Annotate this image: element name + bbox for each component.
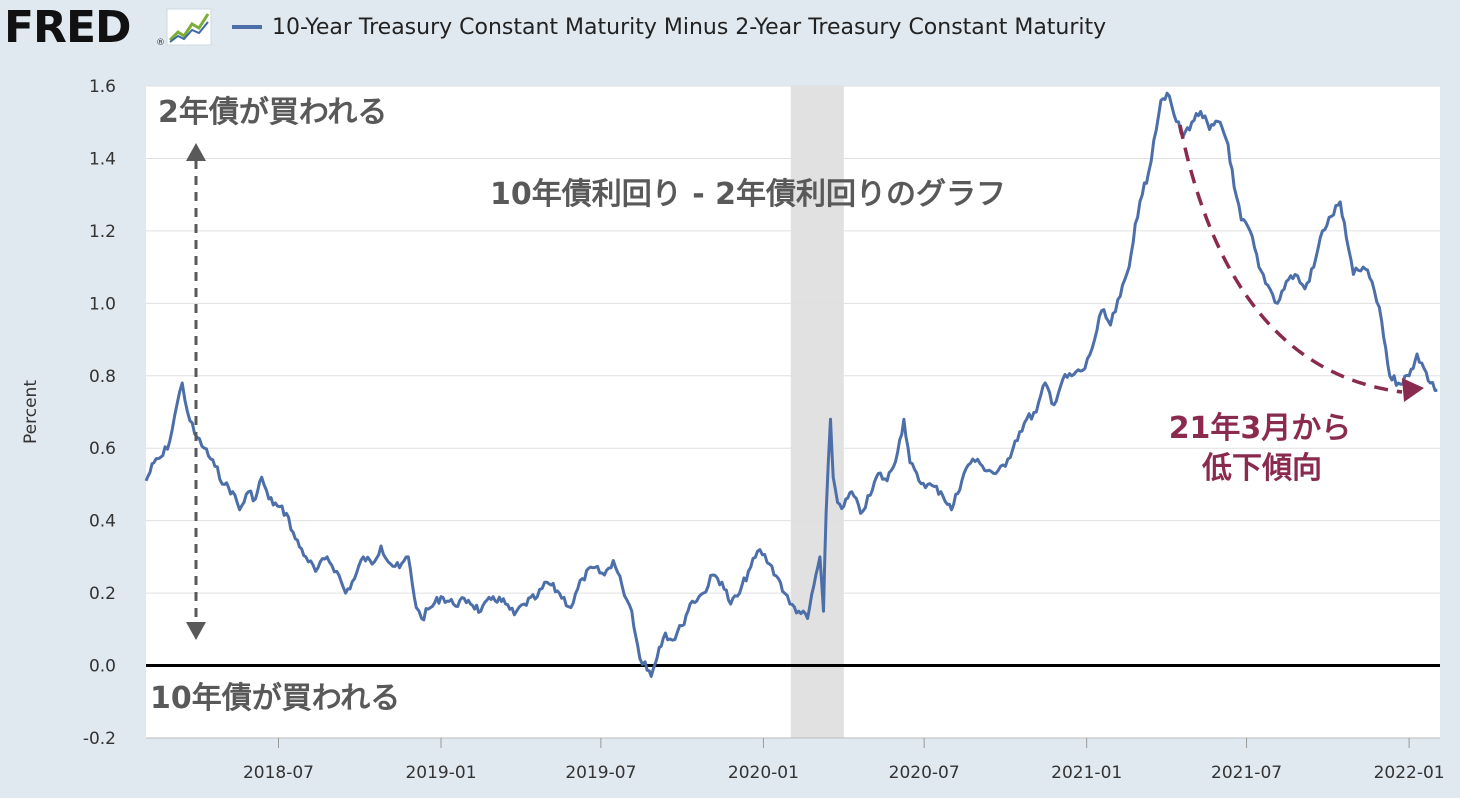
y-tick-label: 1.2 — [89, 222, 116, 242]
y-tick-label: 0.6 — [89, 439, 116, 459]
x-tick-label: 2020-01 — [728, 763, 799, 783]
x-tick-label: 2020-07 — [889, 763, 960, 783]
legend-label: 10-Year Treasury Constant Maturity Minus… — [272, 14, 1107, 40]
registered-mark: ® — [156, 38, 165, 48]
chart-line-icon — [166, 8, 212, 46]
annotation-bottom-label: 10年債が買われる — [150, 681, 400, 716]
arrow-down-head — [186, 622, 206, 640]
x-tick-label: 2021-07 — [1211, 763, 1282, 783]
y-axis-label: Percent — [21, 380, 41, 444]
y-tick-label: 1.4 — [89, 149, 116, 169]
annotation-top-label: 2年債が買われる — [158, 95, 387, 130]
annotation-trend-line2: 低下傾向 — [1201, 451, 1322, 486]
y-tick-label: 0.8 — [89, 367, 116, 387]
y-tick-label: 0.0 — [89, 657, 116, 677]
x-tick-label: 2022-01 — [1374, 763, 1445, 783]
trend-arrow-head — [1402, 378, 1424, 402]
x-tick-label: 2019-07 — [565, 763, 636, 783]
y-tick-label: 1.6 — [89, 77, 116, 97]
x-tick-label: 2018-07 — [243, 763, 314, 783]
legend: 10-Year Treasury Constant Maturity Minus… — [232, 12, 1106, 42]
y-tick-label: 0.2 — [89, 584, 116, 604]
trend-arrow-curve — [1178, 124, 1403, 394]
legend-swatch — [232, 25, 262, 29]
recession-shading — [790, 86, 844, 738]
header: FRED ® 10-Year Treasury Constant Maturit… — [0, 0, 1460, 60]
y-tick-label: -0.2 — [83, 729, 116, 749]
annotation-center-title: 10年債利回り - 2年債利回りのグラフ — [490, 177, 1006, 212]
fred-logo[interactable]: FRED — [4, 2, 132, 53]
annotation-trend-line1: 21年3月から — [1169, 411, 1352, 446]
y-tick-label: 1.0 — [89, 294, 116, 314]
x-tick-label: 2021-01 — [1051, 763, 1122, 783]
arrow-up-head — [186, 143, 206, 161]
y-axis: 1.6 1.4 1.2 1.0 0.8 0.6 0.4 0.2 0.0 -0.2 — [83, 77, 116, 749]
y-tick-label: 0.4 — [89, 512, 116, 532]
x-axis: 2018-07 2019-01 2019-07 2020-01 2020-07 2021-… — [146, 737, 1445, 783]
series-line[interactable] — [144, 91, 1438, 678]
x-tick-label: 2019-01 — [405, 763, 476, 783]
